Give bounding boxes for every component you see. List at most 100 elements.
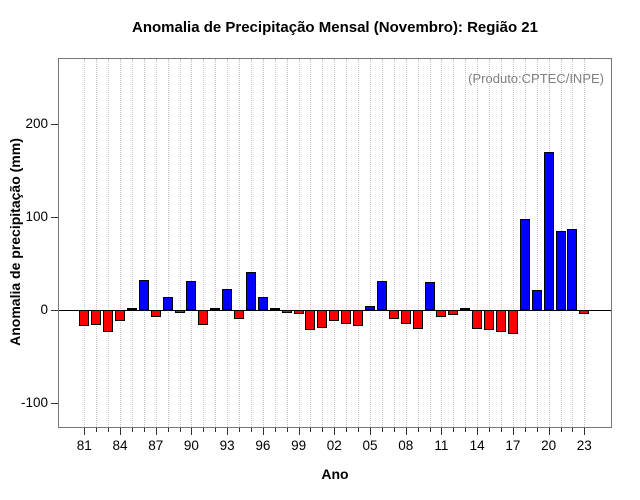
- anomaly-bar: [436, 310, 447, 317]
- anomaly-bar: [186, 280, 197, 311]
- year-gridline: [274, 59, 276, 427]
- x-axis-tick: [536, 428, 538, 432]
- x-axis-tick: [584, 428, 586, 435]
- anomaly-bar: [103, 310, 114, 332]
- anomaly-bar: [115, 310, 125, 321]
- x-axis-tick: [143, 428, 145, 432]
- x-axis-tick: [155, 428, 157, 435]
- y-axis-tick: [51, 310, 58, 312]
- year-gridline: [179, 59, 181, 427]
- year-gridline: [441, 59, 443, 427]
- x-tick-label: 20: [541, 438, 557, 453]
- year-gridline: [477, 59, 479, 427]
- y-tick-label: 100: [25, 209, 48, 225]
- x-tick-label: 02: [326, 438, 342, 453]
- year-gridline: [465, 59, 467, 427]
- anomaly-bar: [484, 310, 495, 330]
- anomaly-bar: [507, 310, 518, 335]
- year-gridline: [203, 59, 205, 427]
- anomaly-bar: [531, 289, 542, 311]
- x-axis-tick: [572, 428, 574, 432]
- x-axis-title: Ano: [321, 466, 349, 482]
- x-tick-label: 96: [255, 438, 271, 453]
- anomaly-bar: [329, 310, 340, 322]
- x-tick-label: 93: [219, 438, 235, 453]
- anomaly-bar: [234, 310, 245, 319]
- x-axis-tick: [191, 428, 193, 435]
- x-axis-tick: [108, 428, 110, 432]
- anomaly-bar: [79, 310, 90, 327]
- anomaly-bar: [305, 310, 316, 330]
- year-gridline: [322, 59, 324, 427]
- x-axis-tick: [274, 428, 276, 432]
- x-axis-tick: [310, 428, 312, 432]
- x-axis-tick: [239, 428, 241, 432]
- x-tick-label: 23: [576, 438, 592, 453]
- year-gridline: [250, 59, 252, 427]
- x-tick-label: 84: [112, 438, 128, 453]
- year-gridline: [405, 59, 407, 427]
- x-axis-tick: [286, 428, 288, 432]
- product-annotation: (Produto:CPTEC/INPE): [468, 71, 604, 86]
- x-axis-tick: [179, 428, 181, 432]
- x-axis-tick: [262, 428, 264, 435]
- year-gridline: [334, 59, 336, 427]
- x-axis-tick: [203, 428, 205, 432]
- year-gridline: [489, 59, 491, 427]
- anomaly-bar: [341, 310, 352, 325]
- year-gridline: [131, 59, 133, 427]
- y-tick-label: 0: [40, 302, 48, 318]
- y-axis-tick: [51, 403, 58, 405]
- x-axis-tick: [346, 428, 348, 432]
- anomaly-bar: [376, 281, 387, 311]
- year-gridline: [167, 59, 169, 427]
- x-axis-tick: [358, 428, 360, 432]
- x-axis-tick: [524, 428, 526, 432]
- anomaly-bar: [198, 310, 209, 326]
- year-gridline: [536, 59, 538, 427]
- x-axis-tick: [215, 428, 217, 432]
- x-axis-tick: [465, 428, 467, 432]
- x-axis-tick: [453, 428, 455, 432]
- year-gridline: [120, 59, 121, 427]
- x-tick-label: 81: [76, 438, 92, 453]
- anomaly-bar: [162, 297, 173, 311]
- year-gridline: [191, 59, 193, 427]
- anomaly-bar: [519, 219, 530, 311]
- x-axis-tick: [370, 428, 372, 435]
- x-axis-tick: [227, 428, 229, 435]
- x-axis-tick: [120, 428, 121, 435]
- x-axis-tick: [381, 428, 383, 432]
- anomaly-bar: [579, 310, 590, 315]
- anomaly-bar: [388, 310, 399, 319]
- anomaly-bar: [317, 310, 328, 328]
- year-gridline: [393, 59, 395, 427]
- anomaly-bar: [210, 308, 221, 311]
- anomaly-bar: [150, 310, 161, 317]
- anomaly-bar: [567, 229, 578, 311]
- x-axis-tick: [417, 428, 419, 432]
- year-gridline: [215, 59, 217, 427]
- year-gridline: [108, 59, 110, 427]
- year-gridline: [453, 59, 455, 427]
- anomaly-bar: [222, 288, 233, 311]
- anomaly-bar: [293, 310, 304, 315]
- y-tick-label: 200: [25, 116, 48, 132]
- x-axis-tick: [512, 428, 514, 435]
- year-gridline: [346, 59, 348, 427]
- year-gridline: [370, 59, 372, 427]
- x-axis-tick: [548, 428, 550, 435]
- x-axis-tick: [560, 428, 562, 432]
- year-gridline: [500, 59, 502, 427]
- x-tick-label: 87: [148, 438, 164, 453]
- anomaly-bar: [365, 305, 376, 311]
- anomaly-bar: [495, 310, 506, 332]
- anomaly-bar: [472, 310, 483, 329]
- year-gridline: [310, 59, 312, 427]
- x-axis-tick: [334, 428, 336, 435]
- year-gridline: [155, 59, 157, 427]
- x-axis-tick: [131, 428, 133, 432]
- x-tick-label: 11: [434, 438, 449, 453]
- chart-title: Anomalia de Precipitação Mensal (Novembr…: [132, 19, 538, 36]
- y-axis-tick: [51, 124, 58, 126]
